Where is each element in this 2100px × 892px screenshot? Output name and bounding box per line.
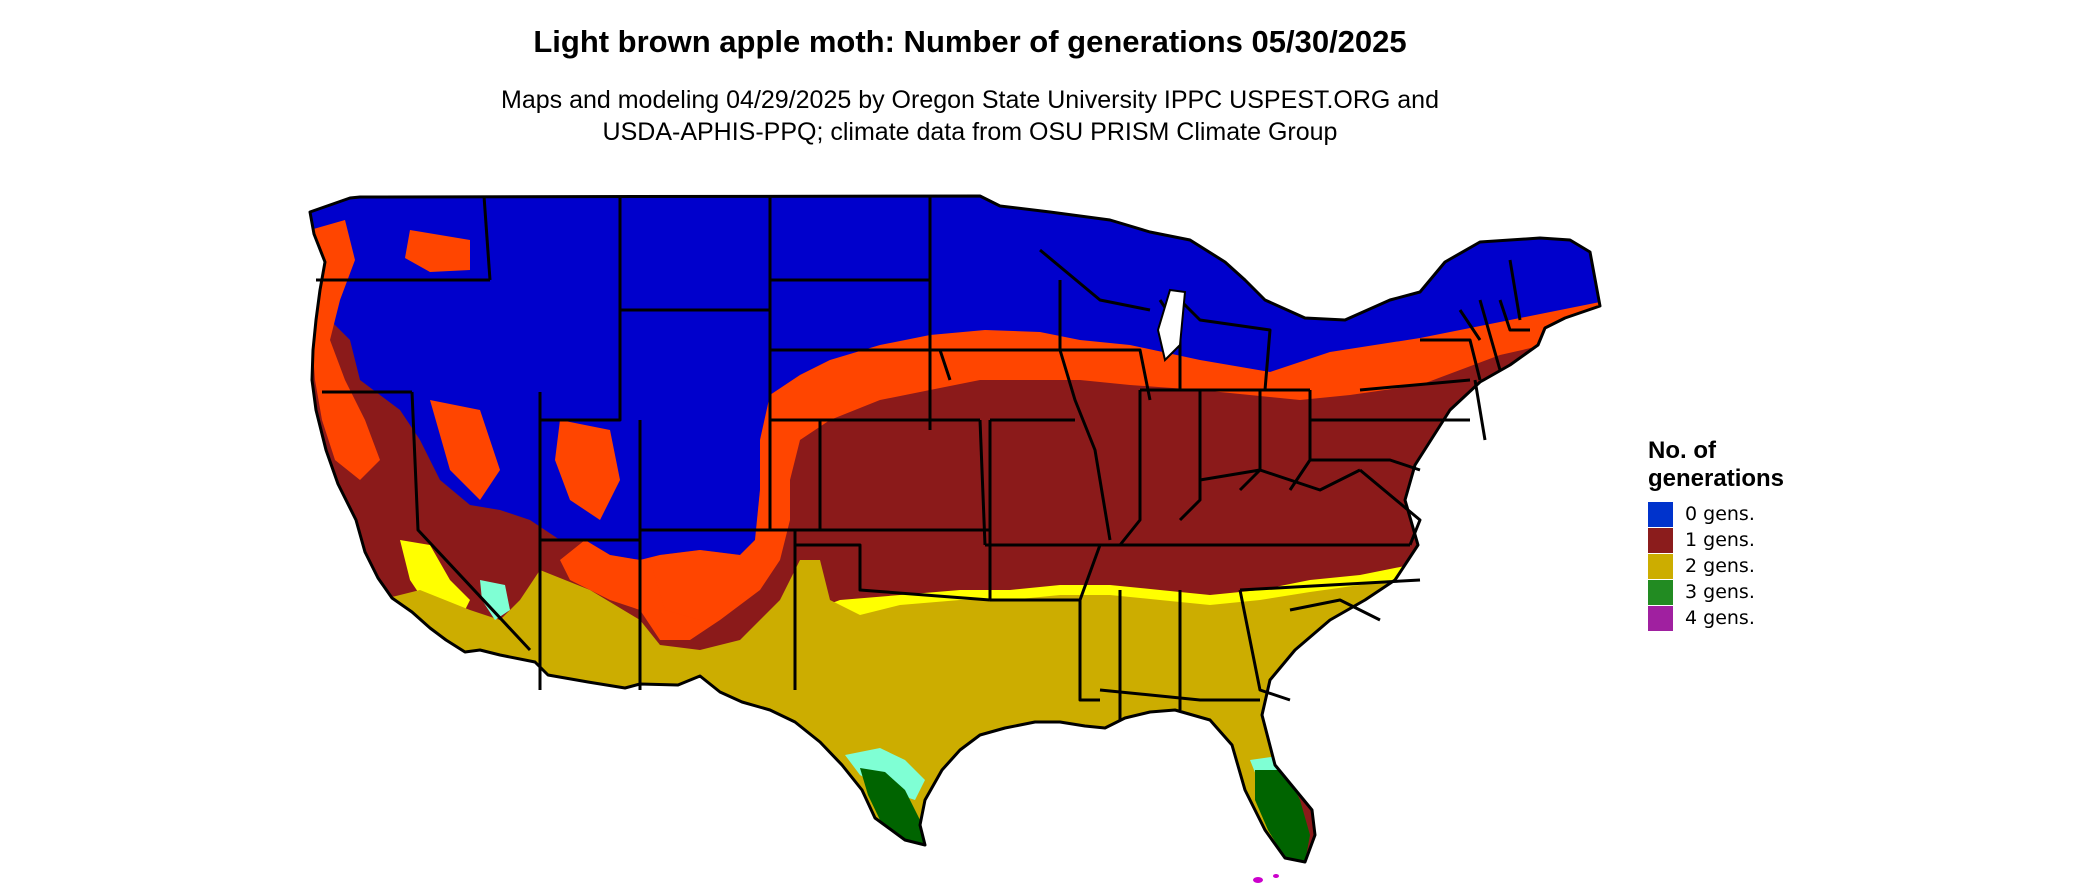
zone-two-gens-partial-ca	[400, 540, 470, 620]
zone-three-gens-partial-az	[480, 580, 510, 620]
legend-swatch-3-gens	[1648, 579, 1673, 605]
zone-partial-first-gen-nm	[650, 555, 720, 620]
legend-label-1-gens: 1 gens.	[1685, 529, 1755, 551]
legend-swatch-2-gens	[1648, 553, 1673, 579]
legend-swatch-0-gens	[1648, 501, 1673, 527]
legend-item-4-gens: 4 gens.	[1648, 605, 1908, 631]
zone-three-gens-tx	[860, 768, 925, 850]
legend-title: No. of generations	[1648, 437, 1785, 492]
subtitle-line-2: USDA-APHIS-PPQ; climate data from OSU PR…	[602, 118, 1338, 146]
legend-item-2-gens: 2 gens.	[1648, 553, 1908, 579]
zone-partial-first-gen-west	[310, 220, 380, 480]
legend-label-3-gens: 3 gens.	[1685, 581, 1755, 603]
zone-partial-first-gen-idaho	[405, 230, 470, 272]
zone-partial-first-gen-utah	[555, 420, 620, 520]
legend-label-4-gens: 4 gens.	[1685, 607, 1755, 629]
legend-item-1-gens: 1 gens.	[1648, 527, 1908, 553]
map-subtitle: Maps and modeling 04/29/2025 by Oregon S…	[0, 84, 1940, 148]
legend-items: 0 gens. 1 gens. 2 gens. 3 gens. 4 gens.	[1648, 501, 1908, 631]
legend-swatch-4-gens	[1648, 605, 1673, 631]
state-boundaries	[308, 194, 1602, 864]
zone-partial-first-gen-basin	[430, 400, 500, 500]
legend-item-0-gens: 0 gens.	[1648, 501, 1908, 527]
zone-three-gens-fl	[1255, 770, 1310, 862]
zone-partial-first-gen	[560, 300, 1600, 640]
map-title: Light brown apple moth: Number of genera…	[533, 24, 1407, 59]
legend-swatch-1-gens	[1648, 527, 1673, 553]
legend-label-0-gens: 0 gens.	[1685, 503, 1755, 525]
great-lakes	[1156, 288, 1187, 362]
zone-four-gens	[1253, 874, 1279, 883]
legend-item-3-gens: 3 gens.	[1648, 579, 1908, 605]
legend-label-2-gens: 2 gens.	[1685, 555, 1755, 577]
legend: No. of generations 0 gens. 1 gens. 2 gen…	[1648, 437, 1908, 631]
subtitle-line-1: Maps and modeling 04/29/2025 by Oregon S…	[501, 86, 1439, 114]
